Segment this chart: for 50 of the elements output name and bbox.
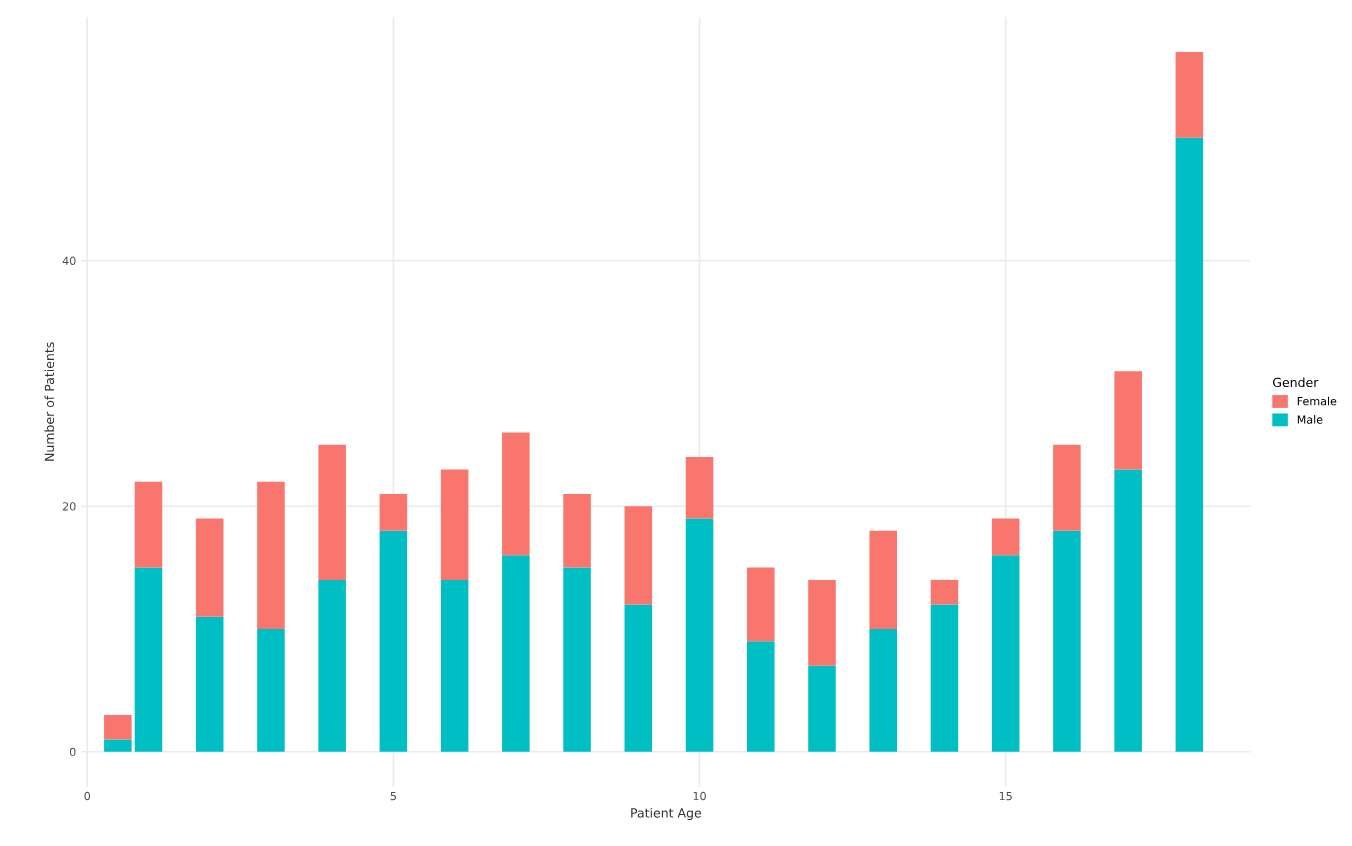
- bar: [104, 714, 132, 740]
- bar: [624, 506, 653, 605]
- bar: [808, 579, 836, 666]
- x-axis-title: Patient Age: [631, 807, 702, 821]
- bar: [440, 469, 469, 580]
- bar: [440, 579, 469, 752]
- bar: [1175, 137, 1204, 752]
- bar: [563, 567, 591, 752]
- bar: [869, 530, 897, 629]
- x-tick-label: 15: [999, 791, 1012, 801]
- bar: [1114, 371, 1142, 470]
- bar: [746, 641, 775, 752]
- bar: [685, 518, 714, 752]
- legend-label: Female: [1297, 396, 1337, 406]
- bar: [1175, 51, 1204, 138]
- bar: [930, 604, 959, 752]
- bar: [1114, 469, 1142, 752]
- bar: [502, 555, 530, 752]
- x-tick-label: 5: [390, 791, 396, 801]
- bar: [195, 616, 224, 752]
- bar: [685, 457, 714, 519]
- bar: [991, 518, 1020, 556]
- x-tick-label: 0: [84, 791, 91, 801]
- legend-title: Gender: [1273, 377, 1319, 388]
- bar: [318, 579, 346, 752]
- bar: [624, 604, 653, 752]
- bar: [1053, 444, 1081, 531]
- bar: [502, 432, 530, 556]
- y-tick-label: 0: [69, 747, 76, 757]
- bar: [257, 629, 285, 752]
- y-tick-label: 40: [62, 256, 76, 266]
- bar: [134, 481, 163, 568]
- bar: [257, 481, 285, 629]
- bar: [195, 518, 224, 617]
- y-axis-title: Number of Patients: [44, 342, 55, 461]
- bar: [318, 444, 346, 580]
- bar: [991, 555, 1020, 752]
- bar: [379, 493, 408, 531]
- bar: [930, 579, 959, 605]
- bar: [134, 567, 163, 752]
- bar: [746, 567, 775, 642]
- bar: [808, 665, 836, 752]
- x-tick-label: 10: [693, 791, 706, 801]
- y-tick-label: 20: [62, 502, 76, 511]
- bar: [563, 493, 591, 568]
- bar: [1053, 530, 1081, 752]
- bar: [869, 629, 897, 752]
- bar: [379, 530, 408, 752]
- bar: [104, 739, 132, 752]
- legend-label: Male: [1297, 415, 1323, 424]
